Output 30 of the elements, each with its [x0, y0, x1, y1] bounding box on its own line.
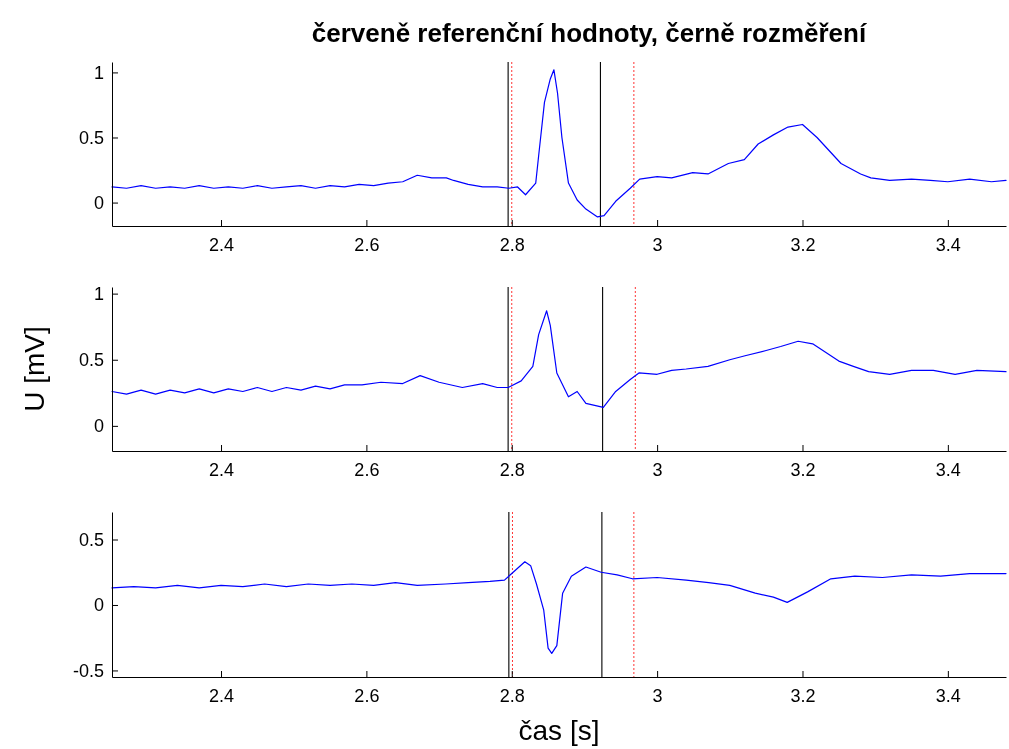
x-tick-label: 2.6 — [354, 685, 380, 706]
x-tick-label: 3.4 — [935, 234, 961, 255]
y-tick-label: 1 — [93, 62, 104, 83]
x-tick-label: 3.4 — [935, 459, 961, 480]
x-tick-label: 3 — [652, 234, 663, 255]
x-tick-label: 2.6 — [354, 459, 380, 480]
x-tick-label: 2.4 — [209, 685, 235, 706]
y-tick-label: 0 — [93, 595, 104, 616]
x-tick-label: 2.4 — [209, 234, 235, 255]
y-tick-label: -0.5 — [72, 660, 104, 681]
y-tick-label: 0.5 — [78, 127, 104, 148]
x-tick-label: 3 — [652, 459, 663, 480]
x-axis-title: čas [s] — [518, 715, 600, 746]
x-tick-label: 2.8 — [499, 685, 525, 706]
x-tick-label: 3.2 — [790, 685, 816, 706]
y-tick-label: 0.5 — [78, 529, 104, 550]
x-tick-label: 3 — [652, 685, 663, 706]
y-tick-label: 0.5 — [78, 350, 104, 370]
chart-title: červeně referenční hodnoty, černě rozměření — [311, 18, 867, 48]
x-tick-label: 3.2 — [790, 459, 816, 480]
x-tick-label: 2.4 — [209, 459, 235, 480]
y-tick-label: 1 — [93, 283, 104, 304]
x-tick-label: 2.6 — [354, 234, 380, 255]
x-tick-label: 3.4 — [935, 685, 961, 706]
y-tick-label: 0 — [93, 416, 104, 437]
y-axis-title: U [mV] — [19, 326, 50, 412]
y-tick-label: 0 — [93, 192, 104, 213]
x-tick-label: 2.8 — [499, 234, 525, 255]
x-tick-label: 2.8 — [499, 459, 525, 480]
x-tick-label: 3.2 — [790, 234, 816, 255]
